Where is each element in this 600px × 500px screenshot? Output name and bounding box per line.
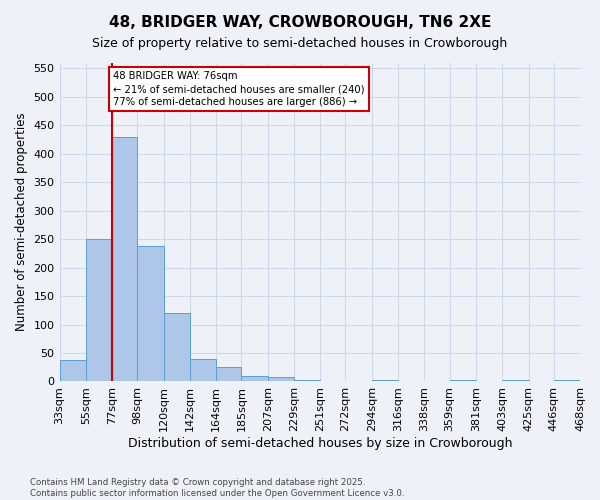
Text: 48 BRIDGER WAY: 76sqm
← 21% of semi-detached houses are smaller (240)
77% of sem: 48 BRIDGER WAY: 76sqm ← 21% of semi-deta…	[113, 71, 365, 108]
Bar	[241, 376, 268, 382]
Bar	[112, 136, 137, 382]
Y-axis label: Number of semi-detached properties: Number of semi-detached properties	[15, 112, 28, 332]
Text: Contains HM Land Registry data © Crown copyright and database right 2025.
Contai: Contains HM Land Registry data © Crown c…	[30, 478, 404, 498]
Bar	[164, 313, 190, 382]
Bar	[502, 380, 529, 382]
Bar	[294, 380, 320, 382]
Text: Size of property relative to semi-detached houses in Crowborough: Size of property relative to semi-detach…	[92, 38, 508, 51]
Bar	[137, 246, 164, 382]
Bar	[449, 380, 476, 382]
Bar	[190, 358, 216, 382]
Text: 48, BRIDGER WAY, CROWBOROUGH, TN6 2XE: 48, BRIDGER WAY, CROWBOROUGH, TN6 2XE	[109, 15, 491, 30]
X-axis label: Distribution of semi-detached houses by size in Crowborough: Distribution of semi-detached houses by …	[128, 437, 512, 450]
Bar	[59, 360, 86, 382]
Bar	[372, 380, 398, 382]
Bar	[86, 239, 112, 382]
Bar	[268, 377, 294, 382]
Bar	[554, 380, 580, 382]
Bar	[216, 367, 241, 382]
